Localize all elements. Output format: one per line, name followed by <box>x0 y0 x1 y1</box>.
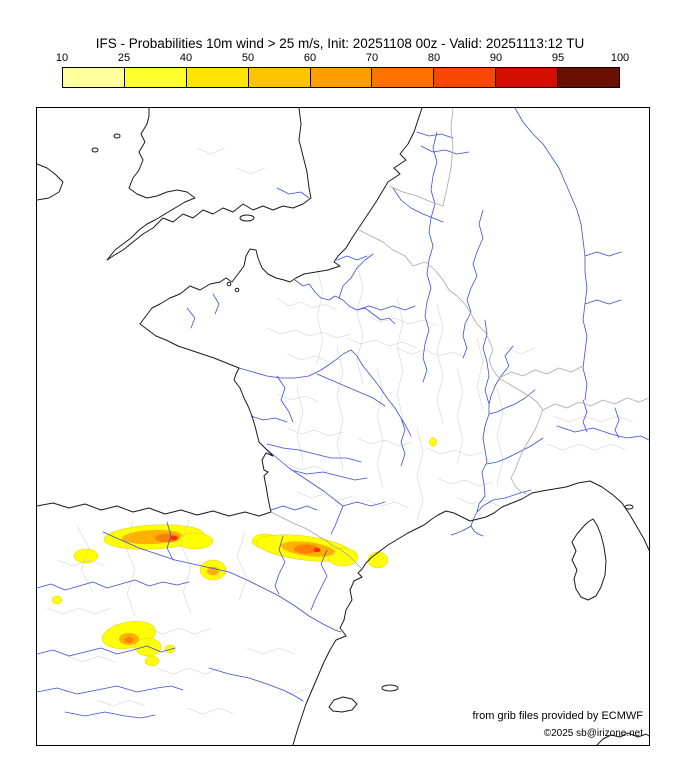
colorbar-tick: 40 <box>179 52 193 64</box>
colorbar-tick: 80 <box>427 52 441 64</box>
attribution: from grib files provided by ECMWF ©2025 … <box>472 708 643 741</box>
prob-high-north-spain <box>155 533 179 543</box>
prob-area-north-spain-east <box>176 532 214 550</box>
map-svg <box>37 108 649 745</box>
colorbar-segment <box>496 68 559 87</box>
prob-area-rhone-valley <box>429 437 437 447</box>
attribution-copyright: ©2025 sb@irizone.net <box>543 727 643 739</box>
map-frame: from grib files provided by ECMWF ©2025 … <box>36 107 650 746</box>
colorbar-segment <box>558 68 620 87</box>
prob-area-central-spain-b <box>134 637 162 657</box>
colorbar-tick: 25 <box>117 52 131 64</box>
channel-island <box>234 287 240 293</box>
border-france-east <box>358 229 544 495</box>
channel-island <box>226 281 232 287</box>
border-pyrenees <box>270 511 362 569</box>
colorbar-ticks: 10 25 40 50 60 70 80 90 95 100 <box>56 52 629 66</box>
atlantic-coastline <box>37 108 423 517</box>
colorbar: 10 25 40 50 60 70 80 90 95 100 <box>56 52 629 88</box>
colorbar-segment <box>124 68 187 87</box>
colorbar-segments <box>62 67 620 88</box>
colorbar-segment <box>434 68 497 87</box>
mallorca-coastline <box>328 696 358 713</box>
colorbar-tick: 90 <box>489 52 503 64</box>
border-benelux-alps <box>388 108 649 411</box>
rivers-po-and-small <box>186 293 649 441</box>
prob-high-central-spain <box>124 637 134 643</box>
colorbar-segment <box>310 68 373 87</box>
country-borders-layer <box>270 108 649 569</box>
coastlines-layer <box>37 108 649 745</box>
islet <box>91 147 99 153</box>
menorca-coastline <box>381 684 399 692</box>
ireland-coastline <box>37 163 64 201</box>
colorbar-tick: 95 <box>551 52 565 64</box>
colorbar-tick: 10 <box>55 52 69 64</box>
islet <box>113 133 121 139</box>
attribution-source: from grib files provided by ECMWF <box>472 710 643 723</box>
prob-area-central-spain-d <box>164 644 176 654</box>
prob-high-pyrenees <box>294 544 318 554</box>
isle-of-wight <box>239 214 255 222</box>
colorbar-tick: 50 <box>241 52 255 64</box>
colorbar-segment <box>63 68 125 87</box>
mediterranean-coastline <box>292 480 649 745</box>
corsica-coastline <box>571 518 607 601</box>
colorbar-segment <box>248 68 311 87</box>
prob-area-central-spain-c <box>144 655 160 667</box>
colorbar-tick: 70 <box>365 52 379 64</box>
colorbar-segment <box>372 68 435 87</box>
admin-boundaries-spain <box>46 519 310 715</box>
admin-boundaries-other <box>196 147 634 451</box>
rivers-france-west <box>238 253 416 535</box>
colorbar-tick: 60 <box>303 52 317 64</box>
rivers-spain <box>37 521 342 719</box>
page-title: IFS - Probabilities 10m wind > 25 m/s, I… <box>95 36 585 51</box>
elba-island <box>624 504 634 510</box>
colorbar-segment <box>186 68 249 87</box>
colorbar-tick: 100 <box>610 52 630 64</box>
rivers-northeast <box>276 108 622 401</box>
prob-area-west-small <box>51 595 63 605</box>
prob-area-roussillon <box>367 551 389 569</box>
admin-boundaries-france <box>266 263 504 521</box>
rivers-layer <box>37 108 649 719</box>
rivers-rhone <box>450 319 544 537</box>
prob-max-pyrenees <box>313 547 321 553</box>
england-wales-coastline <box>106 108 312 261</box>
sardinia-coastline <box>596 732 649 745</box>
admin-boundaries-layer <box>46 147 634 715</box>
prob-area-east-pyrenees <box>327 547 359 567</box>
prob-max-north-spain <box>170 535 178 541</box>
